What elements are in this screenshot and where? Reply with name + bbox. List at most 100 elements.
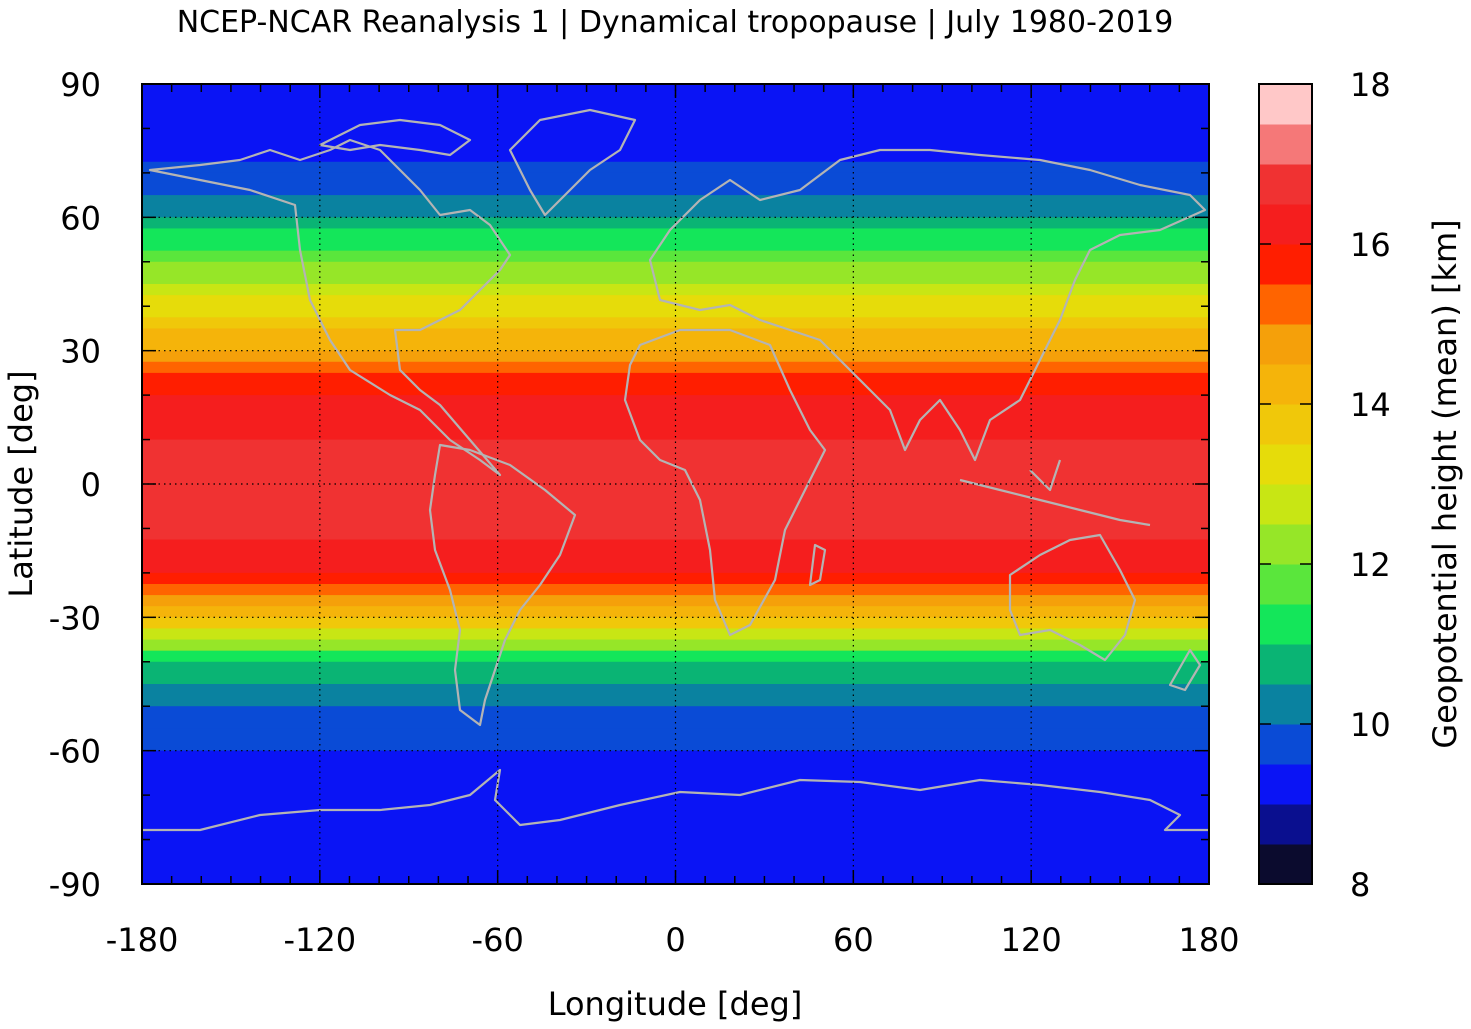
- height-band: [142, 506, 1209, 518]
- colorbar-swatch: [1259, 724, 1312, 765]
- height-band: [142, 861, 1209, 874]
- height-band: [142, 350, 1209, 363]
- height-band: [142, 472, 1209, 485]
- height-band: [142, 417, 1209, 430]
- x-tick-label: 120: [1001, 921, 1062, 959]
- height-band: [142, 372, 1209, 385]
- height-band: [142, 572, 1209, 585]
- colorbar-swatch: [1259, 764, 1312, 805]
- height-band: [142, 772, 1209, 785]
- colorbar-tick-label: 10: [1350, 706, 1391, 744]
- height-band: [142, 561, 1209, 574]
- colorbar-swatch: [1259, 804, 1312, 845]
- coastline-australia: [1008, 533, 1137, 662]
- height-band: [142, 761, 1209, 774]
- y-tick-label: 0: [81, 466, 101, 504]
- height-band: [142, 384, 1209, 396]
- coastline-greenland: [508, 108, 637, 217]
- colorbar-swatch: [1259, 844, 1312, 885]
- coastline-madagascar: [808, 543, 827, 587]
- y-tick-label: 90: [60, 66, 101, 104]
- height-band: [142, 361, 1209, 374]
- height-band: [142, 495, 1209, 507]
- height-band: [142, 206, 1209, 218]
- y-tick-label: -90: [49, 866, 101, 904]
- colorbar-swatch: [1259, 684, 1312, 725]
- x-tick-label: 180: [1178, 921, 1239, 959]
- height-band: [142, 539, 1209, 552]
- grid-lines: [142, 84, 1209, 884]
- height-band: [142, 439, 1209, 452]
- coastline-north-america: [148, 138, 512, 477]
- colorbar-swatch: [1259, 244, 1312, 285]
- height-band: [142, 595, 1209, 607]
- height-band: [142, 250, 1209, 263]
- height-band: [142, 795, 1209, 807]
- y-tick-labels: 90 60 30 0 -30 -60 -90: [49, 66, 101, 904]
- height-band: [142, 328, 1209, 341]
- y-tick-label: 30: [60, 333, 101, 371]
- colorbar-swatch: [1259, 364, 1312, 405]
- colorbar-swatch: [1259, 204, 1312, 245]
- y-axis-label: Latitude [deg]: [2, 370, 40, 597]
- colorbar: [1259, 84, 1312, 885]
- height-band: [142, 806, 1209, 818]
- height-band: [142, 295, 1209, 307]
- x-tick-label: 0: [665, 921, 685, 959]
- colorbar-swatch: [1259, 84, 1312, 125]
- colorbar-swatch: [1259, 284, 1312, 325]
- x-tick-label: -120: [284, 921, 357, 959]
- height-band: [142, 406, 1209, 418]
- height-band: [142, 484, 1209, 496]
- coastline-africa: [623, 328, 827, 637]
- height-band: [142, 750, 1209, 763]
- colorbar-tick-label: 12: [1350, 546, 1391, 584]
- colorbar-swatch: [1259, 604, 1312, 645]
- colorbar-tick-label: 14: [1350, 386, 1391, 424]
- x-axis-label: Longitude [deg]: [548, 985, 803, 1023]
- colorbar-swatch: [1259, 404, 1312, 445]
- coastline-arctic-islands: [318, 118, 472, 157]
- height-band: [142, 317, 1209, 330]
- height-band: [142, 395, 1209, 407]
- height-band: [142, 784, 1209, 796]
- height-band: [142, 339, 1209, 352]
- height-band: [142, 428, 1209, 441]
- colorbar-swatch: [1259, 324, 1312, 365]
- height-band: [142, 550, 1209, 563]
- coastline-eurasia: [648, 148, 1207, 462]
- colorbar-swatch: [1259, 124, 1312, 165]
- colorbar-swatch: [1259, 444, 1312, 485]
- height-band: [142, 306, 1209, 318]
- x-tick-label: 60: [833, 921, 874, 959]
- height-band: [142, 272, 1209, 285]
- height-band: [142, 261, 1209, 274]
- height-band: [142, 584, 1209, 596]
- x-tick-label: -180: [106, 921, 179, 959]
- colorbar-frame: [1258, 83, 1313, 885]
- colorbar-swatch: [1259, 484, 1312, 525]
- y-tick-label: -60: [49, 733, 101, 771]
- height-band: [142, 461, 1209, 474]
- colorbar-swatch: [1259, 644, 1312, 685]
- colorbar-label: Geopotential height (mean) [km]: [1426, 219, 1464, 748]
- minor-ticks: [141, 83, 1210, 885]
- x-tick-labels: -180 -120 -60 0 60 120 180: [106, 921, 1240, 959]
- x-tick-label: -60: [472, 921, 524, 959]
- height-band: [142, 817, 1209, 830]
- coastline-antarctica: [142, 768, 1209, 832]
- plot-area: [142, 84, 1209, 884]
- coastline-maritime-continent: [959, 459, 1151, 527]
- colorbar-tick-label: 18: [1350, 66, 1391, 104]
- height-band: [142, 239, 1209, 252]
- coastline-new-zealand: [1168, 648, 1202, 692]
- colorbar-swatch: [1259, 524, 1312, 565]
- y-tick-label: 60: [60, 199, 101, 237]
- colorbar-tick-label: 16: [1350, 226, 1391, 264]
- colorbar-tick-label: 8: [1350, 866, 1370, 904]
- height-band: [142, 284, 1209, 296]
- height-band: [142, 517, 1209, 530]
- y-tick-label: -30: [49, 599, 101, 637]
- chart-title: NCEP-NCAR Reanalysis 1 | Dynamical tropo…: [177, 5, 1174, 40]
